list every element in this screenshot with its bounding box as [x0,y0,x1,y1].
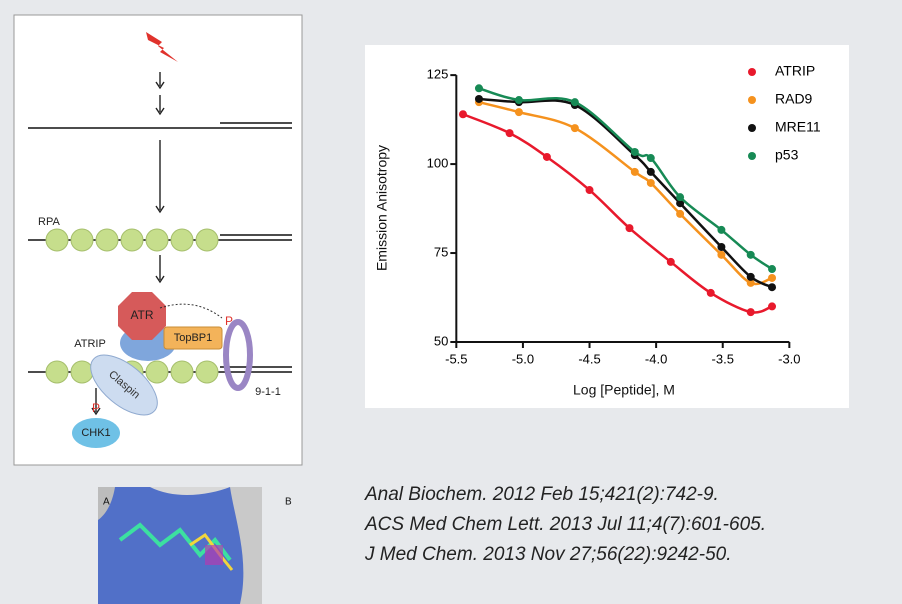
legend-label: p53 [775,147,799,163]
y-tick-label: 100 [427,156,449,171]
data-point [746,272,755,281]
x-axis-title: Log [Peptide], M [573,382,675,398]
data-point [474,94,483,103]
arrows [91,72,165,416]
data-point [717,250,726,259]
panel-label: A [103,497,110,508]
citation: ACS Med Chem Lett. 2013 Jul 11;4(7):601-… [365,514,766,535]
data-point [474,84,483,93]
data-point [666,257,675,266]
label: ATRIP [74,338,106,350]
molecule-image: A B [98,487,292,604]
label: ATR [130,308,153,322]
surface-gray [230,487,262,604]
topbp1-shape [163,326,223,350]
data-point [625,224,634,233]
data-point [570,124,579,133]
data-point [646,167,655,176]
data-point [746,278,755,287]
data-point [717,225,726,234]
x-tick-label: -4.5 [578,351,600,366]
legend-label: RAD9 [775,91,813,107]
label: CHK1 [81,427,110,439]
citation: J Med Chem. 2013 Nov 27;56(22):9242-50. [365,544,732,565]
data-point [458,110,467,119]
data-point [570,98,579,107]
label: P [92,401,100,415]
label: TopBP1 [174,332,213,344]
y-tick-label: 125 [427,67,449,82]
data-point [768,265,777,274]
x-tick-label: -5.5 [445,351,467,366]
data-point [514,108,523,117]
surface-gray [150,487,230,495]
data-point [542,152,551,161]
data-point [768,283,777,292]
legend-label: ATRIP [775,63,815,79]
data-point [585,186,594,195]
data-point [706,288,715,297]
data-point [746,308,755,317]
data-point [746,250,755,259]
surface-gray [98,487,115,520]
damage-bolt [146,32,178,62]
data-point [646,154,655,163]
label: 9-1-1 [255,386,281,398]
data-point [717,242,726,251]
data-point [676,209,685,218]
chart: Emission Anisotropy Log [Peptide], M 50 7… [374,63,821,398]
y-tick-label: 75 [434,244,448,259]
chart-panel [365,45,849,408]
legend-marker [748,96,756,104]
data-point [505,129,514,138]
citation: Anal Biochem. 2012 Feb 15;421(2):742-9. [365,484,719,505]
data-point [676,193,685,202]
y-tick-label: 50 [434,333,448,348]
surface-magenta [205,545,223,565]
legend-marker [748,152,756,160]
data-point [676,199,685,208]
data-point [768,302,777,311]
claspin-shape [90,354,158,416]
pathway-diagram: RPA ATR ATRIP TopBP1 P 9-1-1 Claspin P C… [13,14,303,466]
chk1-shape [72,418,120,448]
atr-shape [118,292,166,340]
clamp-ring [223,319,253,391]
x-tick-label: -5.0 [512,351,534,366]
x-tick-label: -3.5 [712,351,734,366]
data-point [646,178,655,187]
y-axis-title: Emission Anisotropy [374,145,390,271]
label: RPA [38,216,60,228]
legend-marker [748,68,756,76]
ligand [118,522,232,562]
data-point [630,147,639,156]
label: P [225,314,233,328]
legend-label: MRE11 [775,119,821,135]
x-tick-label: -4.0 [645,351,667,366]
data-point [514,96,523,105]
x-tick-label: -3.0 [778,351,800,366]
legend-marker [748,124,756,132]
data-point [768,273,777,282]
data-point [630,167,639,176]
panel-label: B [285,497,292,508]
